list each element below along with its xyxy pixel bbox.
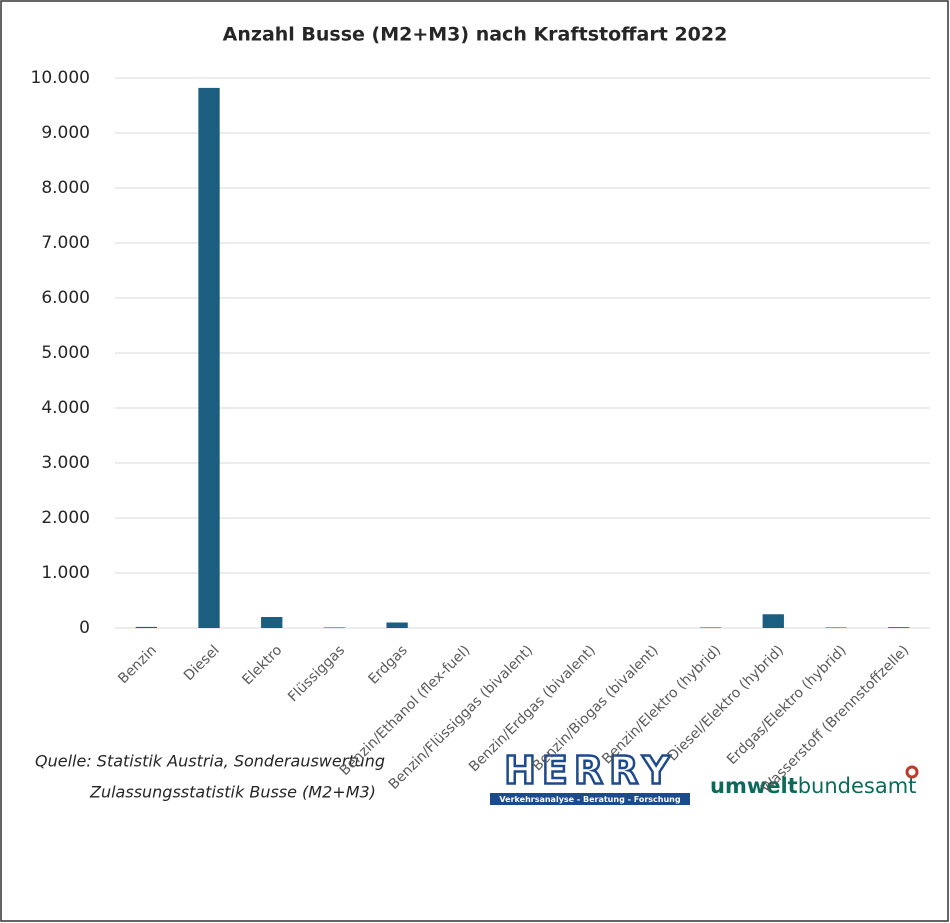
bar xyxy=(198,87,220,628)
y-tick-label: 1.000 xyxy=(41,563,90,583)
y-tick-label: 4.000 xyxy=(41,398,90,418)
bar xyxy=(261,617,283,628)
bar xyxy=(135,626,158,628)
bar xyxy=(887,627,910,628)
y-tick-label: 10.000 xyxy=(31,68,90,88)
uba-bold: umwelt xyxy=(710,774,798,798)
y-tick-label: 7.000 xyxy=(41,233,90,253)
uba-logo: umweltbundesamt xyxy=(710,774,916,798)
bar xyxy=(825,627,847,628)
y-tick-label: 3.000 xyxy=(41,453,90,473)
y-tick-label: 8.000 xyxy=(41,178,90,198)
bar xyxy=(699,627,722,628)
herry-tagline: Verkehrsanalyse - Beratung - Forschung xyxy=(499,795,680,804)
herry-logo: HERRY Verkehrsanalyse - Beratung - Forsc… xyxy=(490,747,690,805)
uba-dot xyxy=(905,765,919,779)
herry-text: HERRY xyxy=(504,749,676,793)
y-tick-label: 5.000 xyxy=(41,343,90,363)
y-tick-label: 6.000 xyxy=(41,288,90,308)
bar xyxy=(323,627,346,628)
y-tick-label: 0 xyxy=(79,618,90,638)
uba-light: bundesamt xyxy=(798,774,917,798)
source-line: Zulassungsstatistik Busse (M2+M3) xyxy=(89,783,376,802)
source-line: Quelle: Statistik Austria, Sonderauswert… xyxy=(35,752,385,771)
bar xyxy=(762,614,784,628)
chart-title: Anzahl Busse (M2+M3) nach Kraftstoffart … xyxy=(223,24,728,46)
y-tick-label: 9.000 xyxy=(41,123,90,143)
y-tick-label: 2.000 xyxy=(41,508,90,528)
herry-bar xyxy=(490,793,690,805)
bar xyxy=(386,622,408,628)
